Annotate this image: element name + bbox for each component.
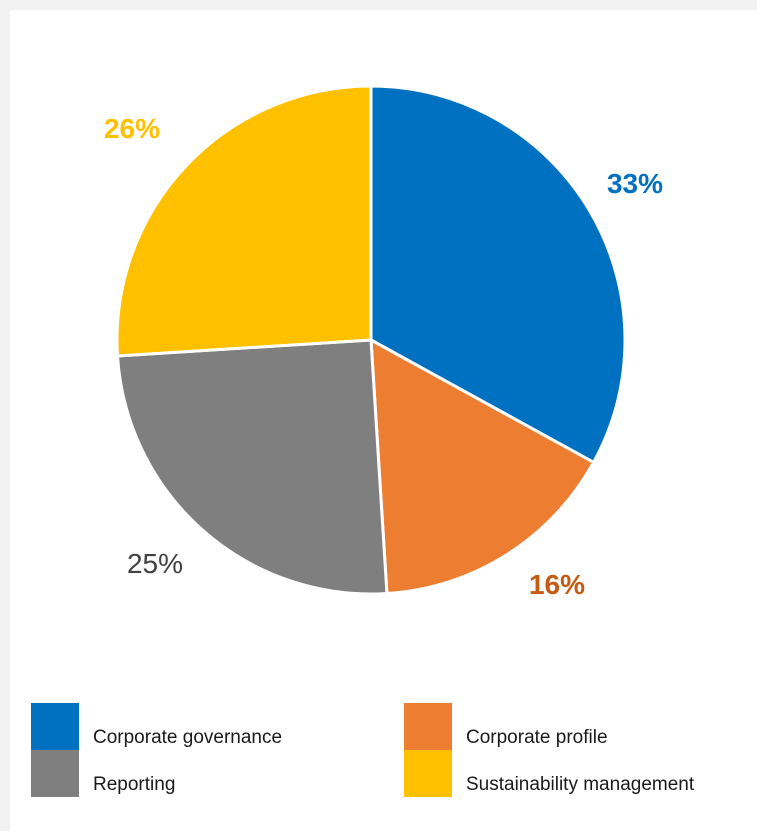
legend-label-reporting: Reporting bbox=[93, 774, 176, 795]
legend-swatch-corporate-profile bbox=[404, 703, 452, 750]
pie-slice-sustainability-management bbox=[115, 84, 373, 358]
data-label-corporate-governance: 33% bbox=[607, 168, 663, 199]
legend-label-corporate-governance: Corporate governance bbox=[93, 727, 283, 748]
data-label-reporting: 25% bbox=[127, 548, 183, 579]
legend-swatch-sustainability-management bbox=[404, 750, 452, 797]
pie-slice-reporting bbox=[115, 338, 389, 596]
legend-swatch-corporate-governance bbox=[31, 703, 79, 750]
legend-label-sustainability-management: Sustainability management bbox=[466, 774, 695, 795]
data-label-sustainability-management: 26% bbox=[104, 113, 160, 144]
pie-slice-corporate-profile bbox=[369, 337, 596, 596]
data-label-corporate-profile: 16% bbox=[529, 569, 585, 600]
pie-slice-corporate-governance bbox=[369, 84, 627, 465]
legend-label-corporate-profile: Corporate profile bbox=[466, 727, 608, 748]
legend-swatch-reporting bbox=[31, 750, 79, 797]
